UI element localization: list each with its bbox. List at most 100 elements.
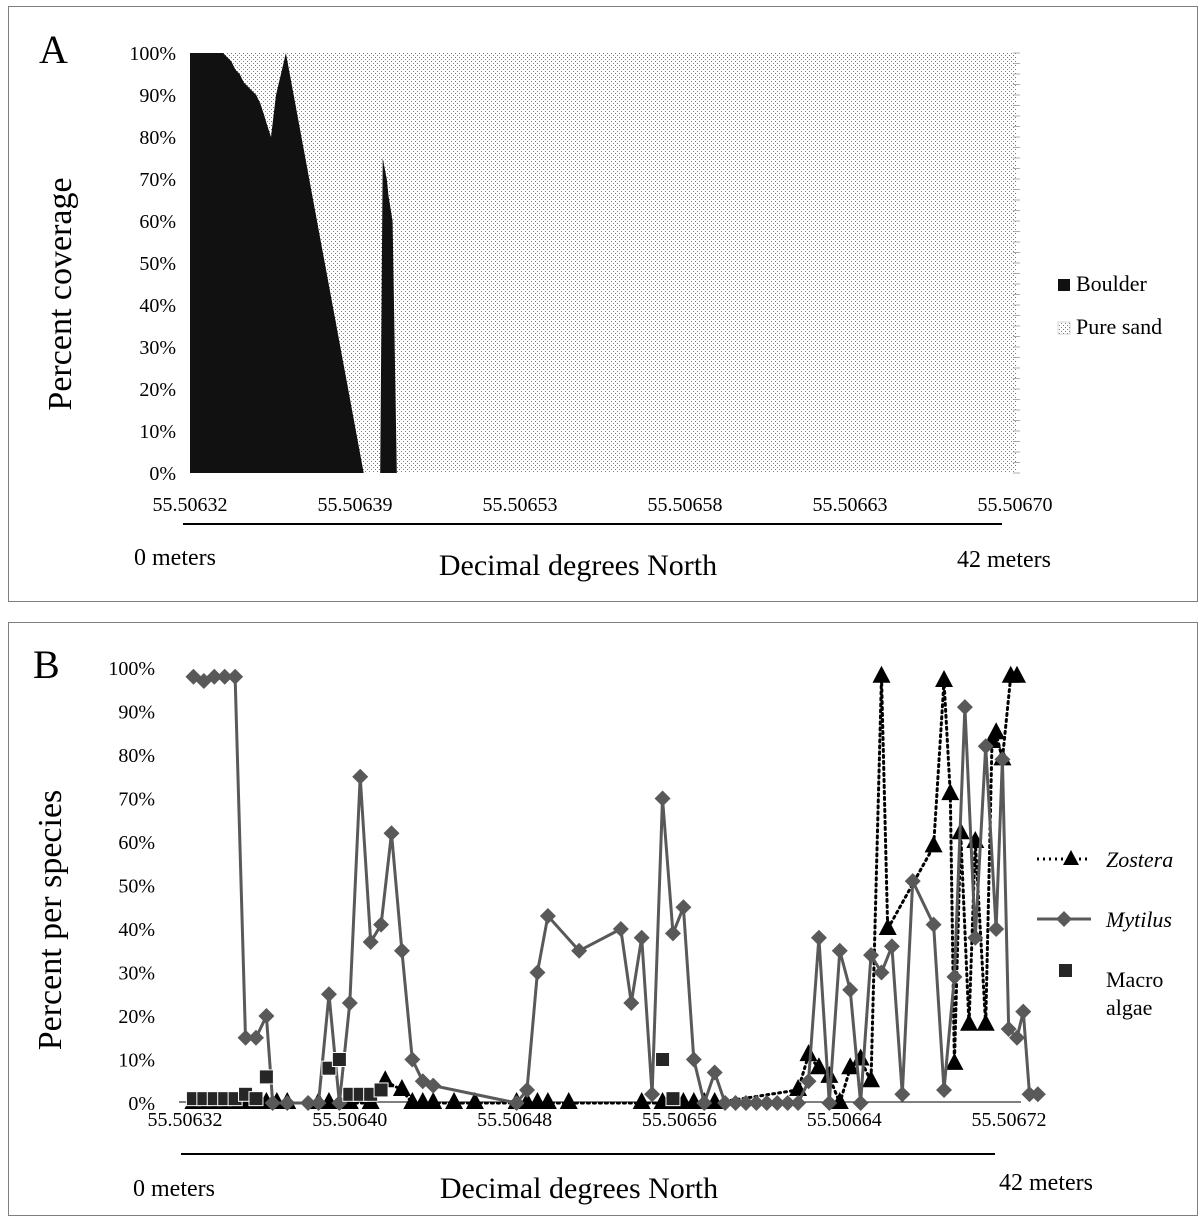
- y-tick-label: 20%: [139, 379, 176, 401]
- data-point: [632, 1092, 651, 1109]
- data-point: [1008, 665, 1026, 683]
- x-axis-label: Decimal degrees North: [439, 549, 717, 582]
- y-tick-label: 30%: [118, 963, 155, 985]
- data-point: [800, 1073, 817, 1090]
- y-tick-label: 100%: [108, 658, 155, 680]
- y-tick-label: 0%: [149, 463, 176, 485]
- data-point: [821, 1095, 838, 1111]
- data-point: [373, 916, 390, 933]
- y-tick-label: 40%: [139, 295, 176, 317]
- x-tick-label: 55.50648: [477, 1109, 552, 1131]
- data-point: [748, 1095, 765, 1111]
- data-point: [1021, 1086, 1038, 1103]
- y-tick-label: 50%: [118, 876, 155, 898]
- legend-label-pure-sand: Pure sand: [1076, 314, 1162, 339]
- data-point: [1029, 1086, 1046, 1103]
- x-tick-label: 55.50664: [807, 1109, 882, 1131]
- data-point: [841, 1057, 860, 1075]
- y-tick-label: 70%: [118, 789, 155, 811]
- y-tick-label: 0%: [128, 1093, 155, 1115]
- data-point: [195, 673, 212, 690]
- series-macro-algae: [185, 1052, 681, 1107]
- data-point: [987, 722, 1006, 740]
- data-point: [1000, 1021, 1017, 1038]
- x-axis-label: Decimal degrees North: [440, 1172, 718, 1205]
- data-point: [894, 1086, 911, 1103]
- data-point: [717, 1095, 734, 1111]
- legend-marker-macro-algae: [1059, 964, 1072, 977]
- data-point: [300, 1095, 317, 1111]
- data-point: [519, 1081, 536, 1098]
- data-point: [883, 938, 900, 955]
- data-point: [623, 994, 640, 1011]
- end-distance-label: 42 meters: [999, 1170, 1093, 1196]
- data-point: [216, 668, 233, 685]
- data-point: [404, 1051, 421, 1068]
- data-point: [633, 929, 650, 946]
- area-boulder: [190, 53, 1017, 473]
- legend-label-boulder: Boulder: [1076, 271, 1148, 296]
- x-tick-label: 55.50632: [148, 1109, 223, 1131]
- end-distance-label: 42 meters: [957, 547, 1051, 573]
- data-point: [977, 738, 994, 755]
- data-point: [960, 1013, 979, 1031]
- x-tick-label: 55.50658: [648, 494, 723, 516]
- data-point: [769, 1095, 786, 1111]
- data-point: [393, 942, 410, 959]
- y-tick-label: 10%: [139, 421, 176, 443]
- data-point: [904, 873, 921, 890]
- x-tick-label: 55.50672: [972, 1109, 1047, 1131]
- y-tick-label: 70%: [139, 169, 176, 191]
- data-point: [696, 1095, 713, 1111]
- data-point: [539, 907, 556, 924]
- data-point: [392, 1078, 411, 1096]
- data-point: [994, 751, 1011, 768]
- data-point: [799, 1044, 818, 1062]
- x-tick-label: 55.50639: [318, 494, 393, 516]
- legend-label-mytilus: Mytilus: [1105, 907, 1172, 932]
- data-point: [872, 665, 891, 683]
- data-point: [352, 768, 369, 785]
- data-point: [967, 929, 984, 946]
- y-tick-label: 90%: [118, 702, 155, 724]
- data-point: [779, 1095, 796, 1111]
- series-mytilus: [185, 668, 1046, 1111]
- data-point: [809, 1057, 828, 1075]
- y-tick-label: 50%: [139, 253, 176, 275]
- y-tick-label: 60%: [118, 832, 155, 854]
- data-point: [310, 1095, 327, 1111]
- y-tick-label: 80%: [118, 745, 155, 767]
- legend: Zostera Mytilus Macro algae: [1037, 847, 1173, 1020]
- y-axis-label: Percent coverage: [42, 177, 79, 410]
- data-point: [279, 1095, 296, 1111]
- data-point: [863, 947, 880, 964]
- legend-swatch-boulder: [1058, 279, 1070, 291]
- data-point: [248, 1091, 264, 1107]
- legend-marker-zostera: [1063, 850, 1079, 865]
- data-point: [373, 1082, 389, 1098]
- coverage-area-chart: A Percent coverage 0% 10% 20% 30% 40% 50% 60% 7…: [39, 27, 1162, 582]
- data-point: [878, 918, 897, 935]
- data-point: [936, 1081, 953, 1098]
- data-point: [264, 1095, 281, 1111]
- x-tick-label: 55.50653: [483, 494, 558, 516]
- data-point: [946, 968, 963, 985]
- panel-label: B: [33, 642, 60, 687]
- panel-label: A: [39, 27, 68, 72]
- data-point: [227, 668, 244, 685]
- data-point: [655, 1052, 671, 1067]
- y-tick-label: 60%: [139, 211, 176, 233]
- legend: Boulder Pure sand: [1057, 271, 1162, 339]
- x-tick-label: 55.50656: [642, 1109, 717, 1131]
- data-point: [571, 942, 588, 959]
- data-point: [758, 1095, 775, 1111]
- data-point: [559, 1092, 578, 1109]
- data-point: [341, 994, 358, 1011]
- data-point: [727, 1095, 744, 1111]
- data-point: [331, 1052, 347, 1067]
- series-line: [191, 675, 1019, 1105]
- data-point: [247, 1029, 264, 1046]
- data-point: [383, 825, 400, 842]
- data-point: [185, 668, 202, 685]
- data-point: [737, 1095, 754, 1111]
